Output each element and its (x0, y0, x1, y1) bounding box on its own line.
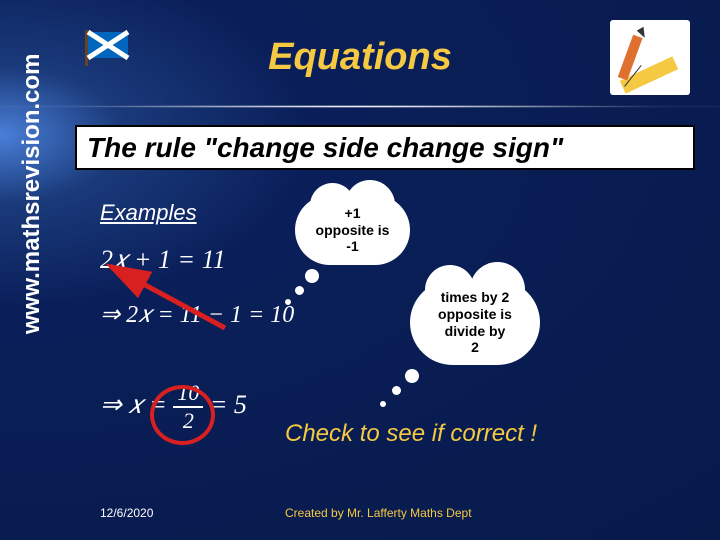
flag-icon (85, 30, 135, 66)
thought-cloud-1: +1 opposite is -1 (295, 195, 410, 265)
slide-header: Equations (0, 10, 720, 105)
footer-date: 12/6/2020 (100, 506, 153, 520)
equation-1: 2𝑥 + 1 = 11 (100, 245, 226, 276)
cloud-bubble-icon (295, 286, 304, 295)
rule-box: The rule "change side change sign" (75, 125, 695, 170)
cloud2-content: times by 2 opposite is divide by 2 (438, 289, 512, 356)
cloud-bubble-icon (405, 369, 419, 383)
check-text: Check to see if correct ! (285, 420, 537, 448)
cloud-bubble-icon (392, 386, 401, 395)
equation-3: ⇒ 𝑥 = 102 = 5 (100, 380, 247, 434)
examples-label: Examples (100, 200, 197, 226)
header-divider (0, 105, 720, 108)
eq3-suffix: = 5 (203, 390, 247, 419)
cloud1-content: +1 opposite is -1 (316, 205, 390, 255)
rule-text: The rule "change side change sign" (87, 132, 563, 164)
equation-2: ⇒ 2𝑥 = 11 − 1 = 10 (100, 300, 294, 329)
eq3-fraction: 102 (173, 380, 203, 434)
slide-title: Equations (268, 36, 452, 79)
sidebar-url: www.mathsrevision.com (18, 53, 46, 334)
footer-credit: Created by Mr. Lafferty Maths Dept (285, 506, 472, 520)
cloud-bubble-icon (305, 269, 319, 283)
ruler-pencil-icon (610, 20, 690, 95)
cloud-bubble-icon (380, 401, 386, 407)
eq3-prefix: ⇒ 𝑥 = (100, 390, 173, 419)
thought-cloud-2: times by 2 opposite is divide by 2 (410, 280, 540, 365)
cloud-bubble-icon (285, 299, 291, 305)
